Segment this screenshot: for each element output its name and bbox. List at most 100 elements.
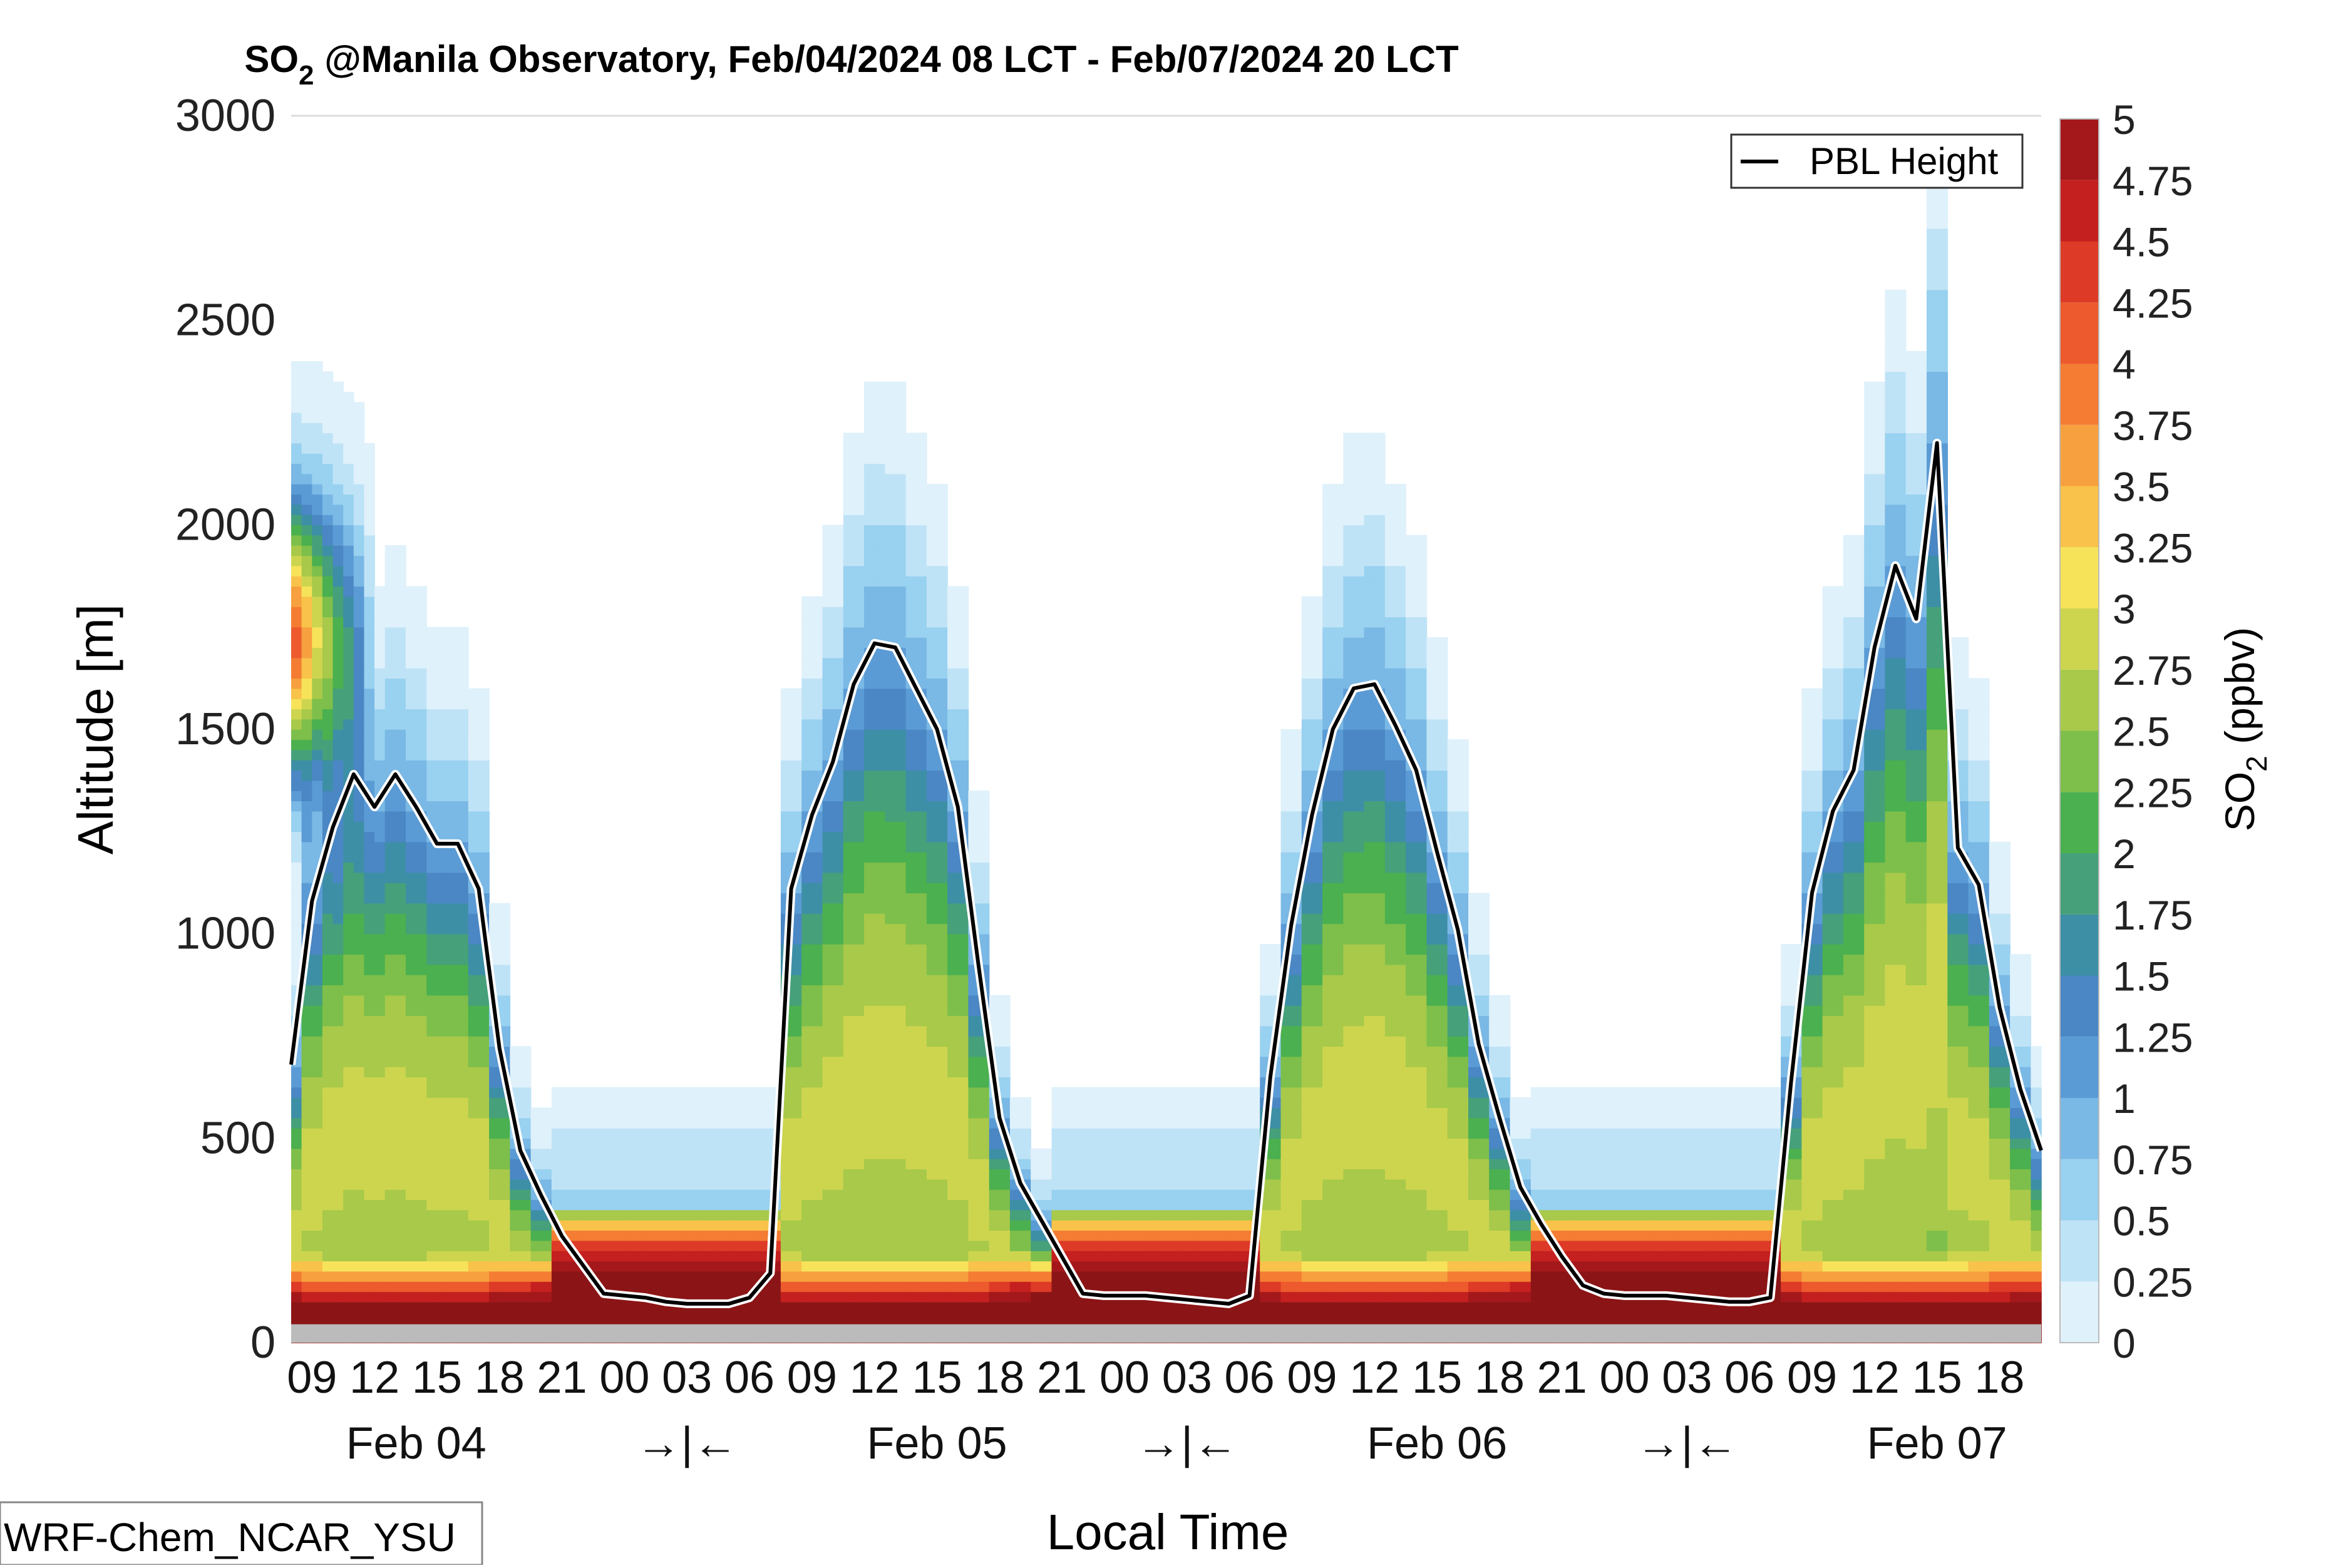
so2-contour-cell xyxy=(1125,1128,1135,1139)
so2-contour-cell xyxy=(322,1291,333,1302)
so2-contour-cell xyxy=(853,760,864,771)
so2-contour-cell xyxy=(312,576,322,587)
so2-contour-cell xyxy=(416,831,427,842)
so2-contour-cell xyxy=(947,1077,958,1087)
so2-contour-cell xyxy=(374,668,385,679)
so2-contour-cell xyxy=(322,760,333,771)
so2-contour-cell xyxy=(823,1281,833,1292)
so2-contour-cell xyxy=(448,913,458,924)
so2-contour-cell xyxy=(1312,627,1322,638)
so2-contour-cell xyxy=(333,402,344,412)
so2-contour-cell xyxy=(937,576,948,587)
so2-contour-cell xyxy=(875,1036,885,1047)
so2-contour-cell xyxy=(1021,1281,1031,1292)
so2-contour-cell xyxy=(812,913,823,924)
so2-contour-cell xyxy=(833,678,843,689)
so2-contour-cell xyxy=(864,382,875,392)
so2-contour-cell xyxy=(999,1026,1010,1037)
so2-contour-cell xyxy=(1135,1199,1146,1210)
so2-contour-cell xyxy=(729,1241,739,1251)
so2-contour-cell xyxy=(885,617,895,627)
so2-contour-cell xyxy=(354,903,364,914)
so2-contour-cell xyxy=(302,1189,312,1200)
so2-contour-cell xyxy=(812,1138,823,1149)
so2-contour-cell xyxy=(1302,750,1312,761)
so2-contour-cell xyxy=(875,627,885,638)
so2-contour-cell xyxy=(291,842,302,853)
so2-contour-cell xyxy=(843,1312,854,1323)
so2-contour-cell xyxy=(395,811,406,822)
so2-contour-cell xyxy=(437,1118,448,1129)
so2-contour-cell xyxy=(937,699,948,709)
so2-contour-cell xyxy=(1114,1179,1125,1190)
so2-contour-cell xyxy=(479,1271,490,1282)
so2-contour-cell xyxy=(374,944,385,955)
so2-contour-cell xyxy=(1322,658,1333,669)
so2-contour-cell xyxy=(823,1291,833,1302)
so2-contour-cell xyxy=(1270,1261,1281,1271)
so2-contour-cell xyxy=(1333,1189,1344,1200)
so2-contour-cell xyxy=(510,1169,520,1179)
so2-contour-cell xyxy=(354,525,364,535)
so2-contour-cell xyxy=(374,1199,385,1210)
so2-contour-cell xyxy=(322,975,333,985)
so2-contour-cell xyxy=(479,842,490,853)
so2-contour-cell xyxy=(853,1220,864,1231)
so2-contour-cell xyxy=(500,913,510,924)
so2-contour-cell xyxy=(385,689,396,699)
so2-contour-cell xyxy=(1197,1159,1208,1169)
so2-contour-cell xyxy=(875,873,885,883)
so2-contour-cell xyxy=(812,1046,823,1057)
so2-contour-cell xyxy=(1281,842,1292,853)
so2-contour-cell xyxy=(906,923,917,934)
so2-contour-cell xyxy=(572,1220,583,1231)
so2-contour-cell xyxy=(448,1138,458,1149)
so2-contour-cell xyxy=(489,1179,500,1190)
so2-contour-cell xyxy=(979,801,989,811)
so2-contour-cell xyxy=(1291,1097,1302,1108)
so2-contour-cell xyxy=(500,934,510,945)
so2-contour-cell xyxy=(437,801,448,811)
so2-contour-cell xyxy=(968,1189,979,1200)
so2-contour-cell xyxy=(875,392,885,402)
so2-contour-cell xyxy=(302,1005,312,1016)
so2-contour-cell xyxy=(322,944,333,955)
so2-contour-cell xyxy=(895,913,906,924)
so2-contour-cell xyxy=(395,903,406,914)
so2-contour-cell xyxy=(1228,1107,1239,1118)
so2-contour-cell xyxy=(947,1128,958,1139)
so2-contour-cell xyxy=(395,1230,406,1241)
so2-contour-cell xyxy=(864,1199,875,1210)
so2-contour-cell xyxy=(853,1302,864,1313)
so2-contour-cell xyxy=(500,1015,510,1026)
so2-contour-cell xyxy=(864,689,875,699)
so2-contour-cell xyxy=(552,1107,562,1118)
so2-contour-cell xyxy=(395,699,406,709)
so2-contour-cell xyxy=(1021,1159,1031,1169)
so2-contour-cell xyxy=(510,1302,520,1313)
so2-contour-cell xyxy=(698,1261,708,1271)
so2-contour-cell xyxy=(468,739,479,750)
so2-contour-cell xyxy=(958,995,969,1006)
so2-contour-cell xyxy=(958,668,969,679)
so2-contour-cell xyxy=(1281,1281,1292,1292)
so2-contour-cell xyxy=(1322,699,1333,709)
so2-contour-cell xyxy=(374,913,385,924)
so2-contour-cell xyxy=(739,1312,749,1323)
so2-contour-cell xyxy=(937,668,948,679)
so2-contour-cell xyxy=(853,842,864,853)
so2-contour-cell xyxy=(374,923,385,934)
so2-contour-cell xyxy=(1114,1087,1125,1098)
so2-contour-cell xyxy=(1177,1179,1187,1190)
so2-contour-cell xyxy=(333,750,344,761)
so2-contour-cell xyxy=(885,1097,895,1108)
so2-contour-cell xyxy=(520,1210,531,1221)
so2-contour-cell xyxy=(322,1281,333,1292)
so2-contour-cell xyxy=(1197,1169,1208,1179)
so2-contour-cell xyxy=(823,1302,833,1313)
so2-contour-cell xyxy=(448,975,458,985)
so2-contour-cell xyxy=(1322,1251,1333,1261)
so2-contour-cell xyxy=(322,566,333,576)
so2-contour-cell xyxy=(812,647,823,658)
